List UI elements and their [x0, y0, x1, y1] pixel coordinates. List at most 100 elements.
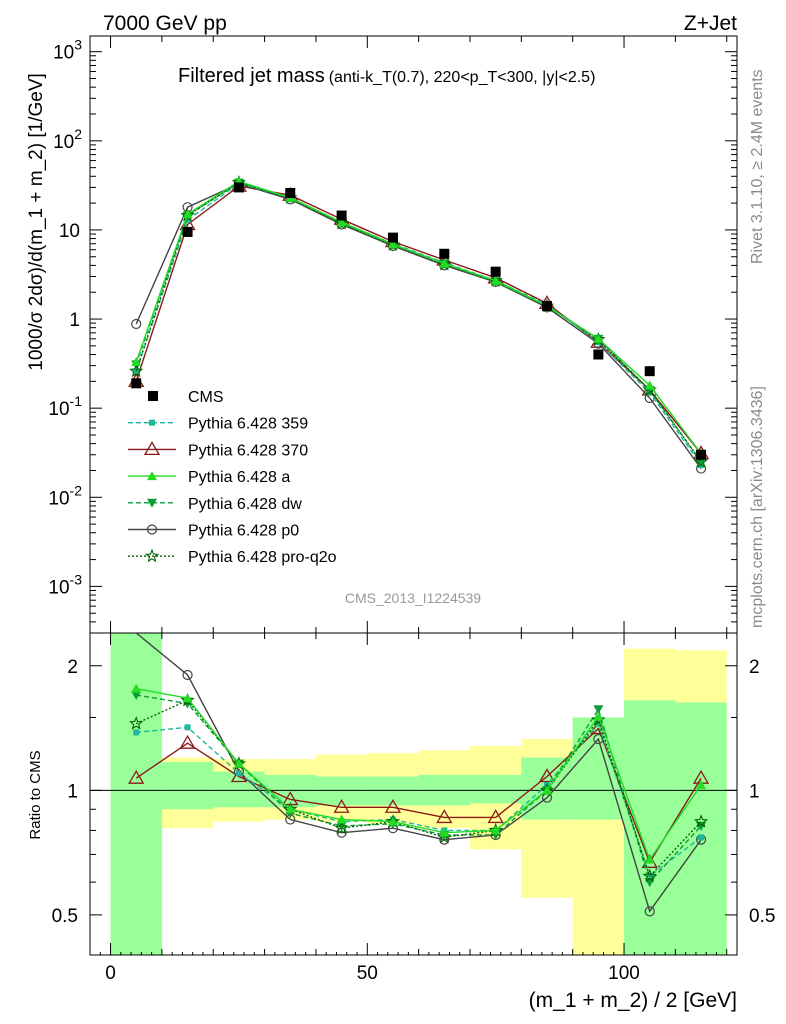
ratio-point-ppro: [180, 692, 195, 707]
analysis-label: CMS_2013_I1224539: [345, 590, 481, 606]
point-data: [387, 232, 398, 243]
point-pa: [593, 333, 604, 343]
legend-marker-p370: [143, 441, 161, 456]
band-green: [161, 762, 214, 810]
ratio-point-p359: [698, 834, 705, 841]
ratio-series: [128, 633, 710, 917]
ratio-point-pdw: [131, 690, 142, 700]
ratio-point-p370: [128, 769, 145, 784]
ratio-point-ppro: [129, 716, 144, 730]
ratio-clipped-group: [128, 633, 710, 917]
ratio-point-p370: [179, 734, 196, 749]
legend-label-pp0: Pythia 6.428 p0: [188, 523, 299, 540]
xlabel: (m_1 + m_2) / 2 [GeV]: [529, 989, 737, 1012]
legend-label-p370: Pythia 6.428 370: [188, 442, 308, 459]
legend-marker-pp0: [146, 524, 158, 535]
y-tick-label: 102: [53, 126, 82, 153]
point-data: [439, 248, 450, 259]
ratio-point-ppro: [334, 820, 349, 835]
point-pa: [131, 356, 142, 366]
process-label: Z+Jet: [684, 12, 737, 35]
legend-label-pa: Pythia 6.428 a: [188, 469, 290, 486]
ratio-point-ppro: [693, 814, 709, 828]
ratio-point-pa: [387, 816, 398, 826]
ratio-point-pa: [490, 825, 501, 835]
x-tick-label: 0: [105, 963, 116, 984]
legend-label-data: CMS: [188, 389, 224, 406]
ratio-point-pa: [131, 683, 142, 693]
ratio-line-p359: [136, 722, 702, 878]
energy-label: 7000 GeV pp: [103, 12, 227, 35]
ratio-point-ppro: [642, 868, 657, 883]
legend-marker-data: [148, 391, 158, 401]
ratio-point-pdw: [336, 821, 347, 831]
point-pa: [336, 217, 347, 227]
ratio-point-pp0: [182, 669, 193, 681]
y-tick-label: 10-1: [48, 393, 82, 420]
band-green: [213, 771, 265, 808]
ratio-point-ppro: [437, 829, 452, 844]
ratio-point-p370: [487, 809, 504, 824]
ratio-y-tick-label: 2: [67, 657, 78, 678]
ratio-y-tick-label: 1: [67, 781, 78, 802]
ratio-point-pa: [542, 785, 553, 795]
band-green: [469, 774, 522, 804]
series-line-p370: [135, 185, 702, 454]
ratio-y-tick-label-right: 0.5: [749, 906, 775, 927]
point-ppro: [129, 363, 144, 378]
rivet-label: Rivet 3.1.10, ≥ 2.4M events: [749, 69, 766, 264]
ratio-point-pp0: [593, 733, 604, 745]
legend-marker-pdw: [147, 498, 157, 508]
point-data: [131, 378, 142, 389]
ratio-point-p359: [133, 729, 140, 736]
point-ppro: [693, 454, 709, 468]
plot-title: Filtered jet mass (anti-k_T(0.7), 220<p_T…: [178, 65, 595, 87]
mcplots-label: mcplots.cern.ch [arXiv:1306.3436]: [749, 386, 766, 628]
y-tick-label: 10-2: [48, 482, 82, 509]
ratio-point-p370: [436, 809, 453, 824]
point-data: [593, 349, 604, 360]
ratio-point-pa: [439, 827, 450, 837]
ratio-line-pp0: [135, 633, 702, 913]
legend-label-pdw: Pythia 6.428 dw: [188, 496, 302, 513]
x-tick-label: 50: [357, 963, 378, 984]
point-pa: [387, 239, 398, 249]
ratio-point-p359: [184, 724, 191, 731]
y-tick-label: 10-3: [48, 571, 82, 598]
ratio-y-tick-label-right: 2: [749, 657, 760, 678]
series-line-p359: [135, 182, 702, 466]
top-ylabel: 1000/σ 2dσ)/d(m_1 + m_2) [1/GeV]: [26, 73, 47, 371]
ratio-point-p370: [384, 798, 402, 813]
top-frame: [89, 35, 738, 634]
x-tick-label: 100: [608, 963, 640, 984]
band-green: [110, 633, 162, 955]
ratio-point-p359: [595, 720, 602, 727]
ratio-y-tick-label-right: 1: [749, 781, 760, 802]
y-tick-label: 103: [53, 37, 82, 64]
point-pa: [439, 258, 450, 268]
point-data: [644, 366, 655, 377]
y-tick-label: 1: [69, 310, 80, 331]
ratio-point-p359: [646, 873, 653, 880]
ratio-ylabel: Ratio to CMS: [27, 750, 44, 839]
top-series: [128, 175, 710, 474]
ratio-point-p359: [235, 770, 242, 777]
ratio-point-pp0: [644, 906, 655, 917]
ratio-point-ppro: [591, 712, 606, 726]
ratio-line-pdw: [136, 694, 702, 884]
ratio-point-pa: [182, 693, 193, 703]
ratio-point-p370: [538, 768, 556, 783]
ratio-point-pa: [336, 814, 347, 824]
ratio-point-pdw: [593, 705, 604, 715]
point-data: [285, 187, 296, 198]
ratio-y-tick-label: 0.5: [52, 906, 78, 927]
point-data: [542, 301, 553, 312]
legend-marker-ppro: [144, 548, 160, 563]
ratio-point-p370: [333, 798, 350, 813]
ratio-point-pa: [644, 854, 655, 864]
point-pa: [182, 209, 193, 219]
point-pa: [644, 380, 655, 390]
legend-marker-pa: [147, 471, 157, 481]
